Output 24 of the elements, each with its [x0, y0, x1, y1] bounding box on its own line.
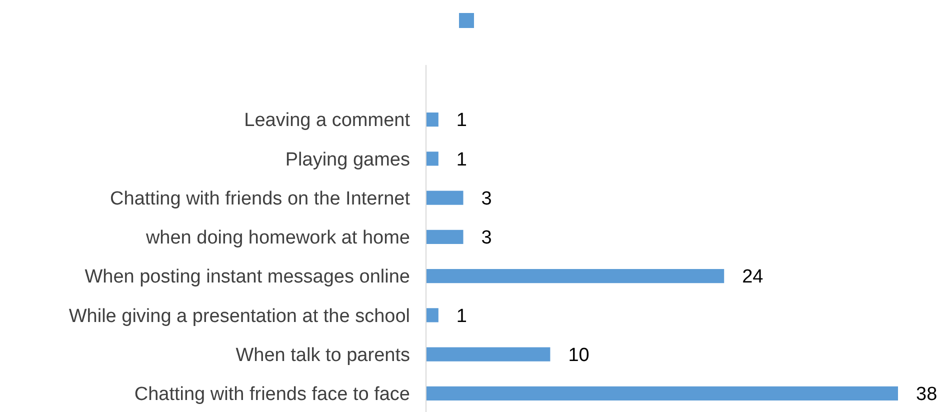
data-label: 1 [456, 110, 467, 132]
bar [426, 347, 550, 362]
data-label: 3 [481, 228, 492, 249]
data-label: 24 [742, 266, 764, 288]
data-label: 10 [568, 344, 590, 366]
bar [426, 112, 438, 127]
y-tick-label: when doing homework at home [144, 228, 410, 249]
y-tick-label: Playing games [285, 149, 410, 170]
data-label: 1 [456, 306, 467, 327]
bar [426, 308, 438, 322]
bar [426, 269, 724, 284]
y-tick-label: While giving a presentation at the school [68, 306, 410, 327]
y-tick-label: Chatting with friends on the Internet [110, 188, 411, 210]
y-tick-label: When talk to parents [236, 344, 410, 366]
bar [426, 230, 464, 244]
data-label: 38 [916, 384, 938, 406]
y-tick-label: When posting instant messages online [84, 266, 410, 288]
y-tick-label: Leaving a comment [244, 110, 411, 132]
data-label: 3 [481, 188, 492, 210]
data-label: 1 [456, 149, 467, 170]
bar [426, 152, 438, 166]
bar [426, 386, 898, 400]
bar [426, 190, 464, 205]
y-tick-label: Chatting with friends face to face [134, 384, 410, 406]
